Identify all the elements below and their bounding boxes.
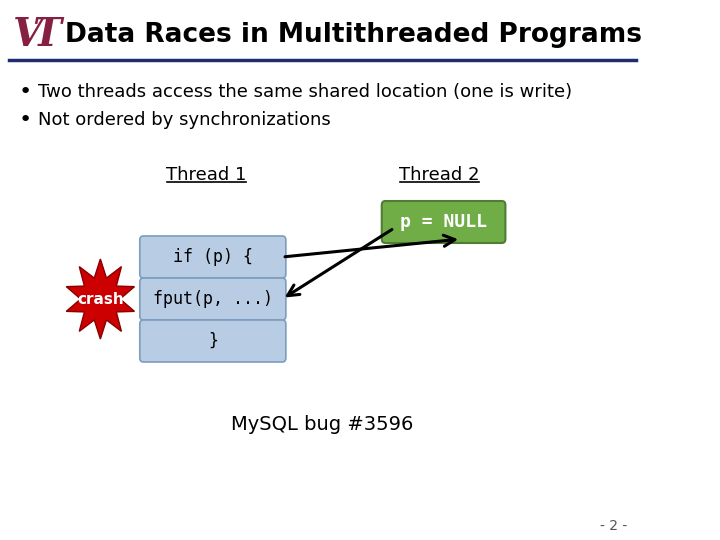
Text: T: T xyxy=(32,16,61,54)
Text: •: • xyxy=(19,82,32,102)
Polygon shape xyxy=(66,259,135,339)
FancyArrowPatch shape xyxy=(285,235,455,256)
FancyArrowPatch shape xyxy=(287,230,392,296)
Text: Two threads access the same shared location (one is write): Two threads access the same shared locat… xyxy=(37,83,572,101)
Text: }: } xyxy=(208,332,218,350)
Text: MySQL bug #3596: MySQL bug #3596 xyxy=(231,415,414,435)
Text: fput(p, ...): fput(p, ...) xyxy=(153,290,273,308)
Text: crash: crash xyxy=(77,292,124,307)
FancyBboxPatch shape xyxy=(382,201,505,243)
Text: p = NULL: p = NULL xyxy=(400,213,487,231)
Text: if (p) {: if (p) { xyxy=(173,248,253,266)
FancyBboxPatch shape xyxy=(140,320,286,362)
Text: V: V xyxy=(12,16,42,54)
FancyBboxPatch shape xyxy=(140,236,286,278)
Text: Thread 1: Thread 1 xyxy=(166,166,246,184)
FancyBboxPatch shape xyxy=(140,278,286,320)
Text: Not ordered by synchronizations: Not ordered by synchronizations xyxy=(37,111,330,129)
Text: - 2 -: - 2 - xyxy=(600,519,627,533)
Text: Data Races in Multithreaded Programs: Data Races in Multithreaded Programs xyxy=(65,22,642,48)
Text: •: • xyxy=(19,110,32,130)
Text: Thread 2: Thread 2 xyxy=(399,166,480,184)
